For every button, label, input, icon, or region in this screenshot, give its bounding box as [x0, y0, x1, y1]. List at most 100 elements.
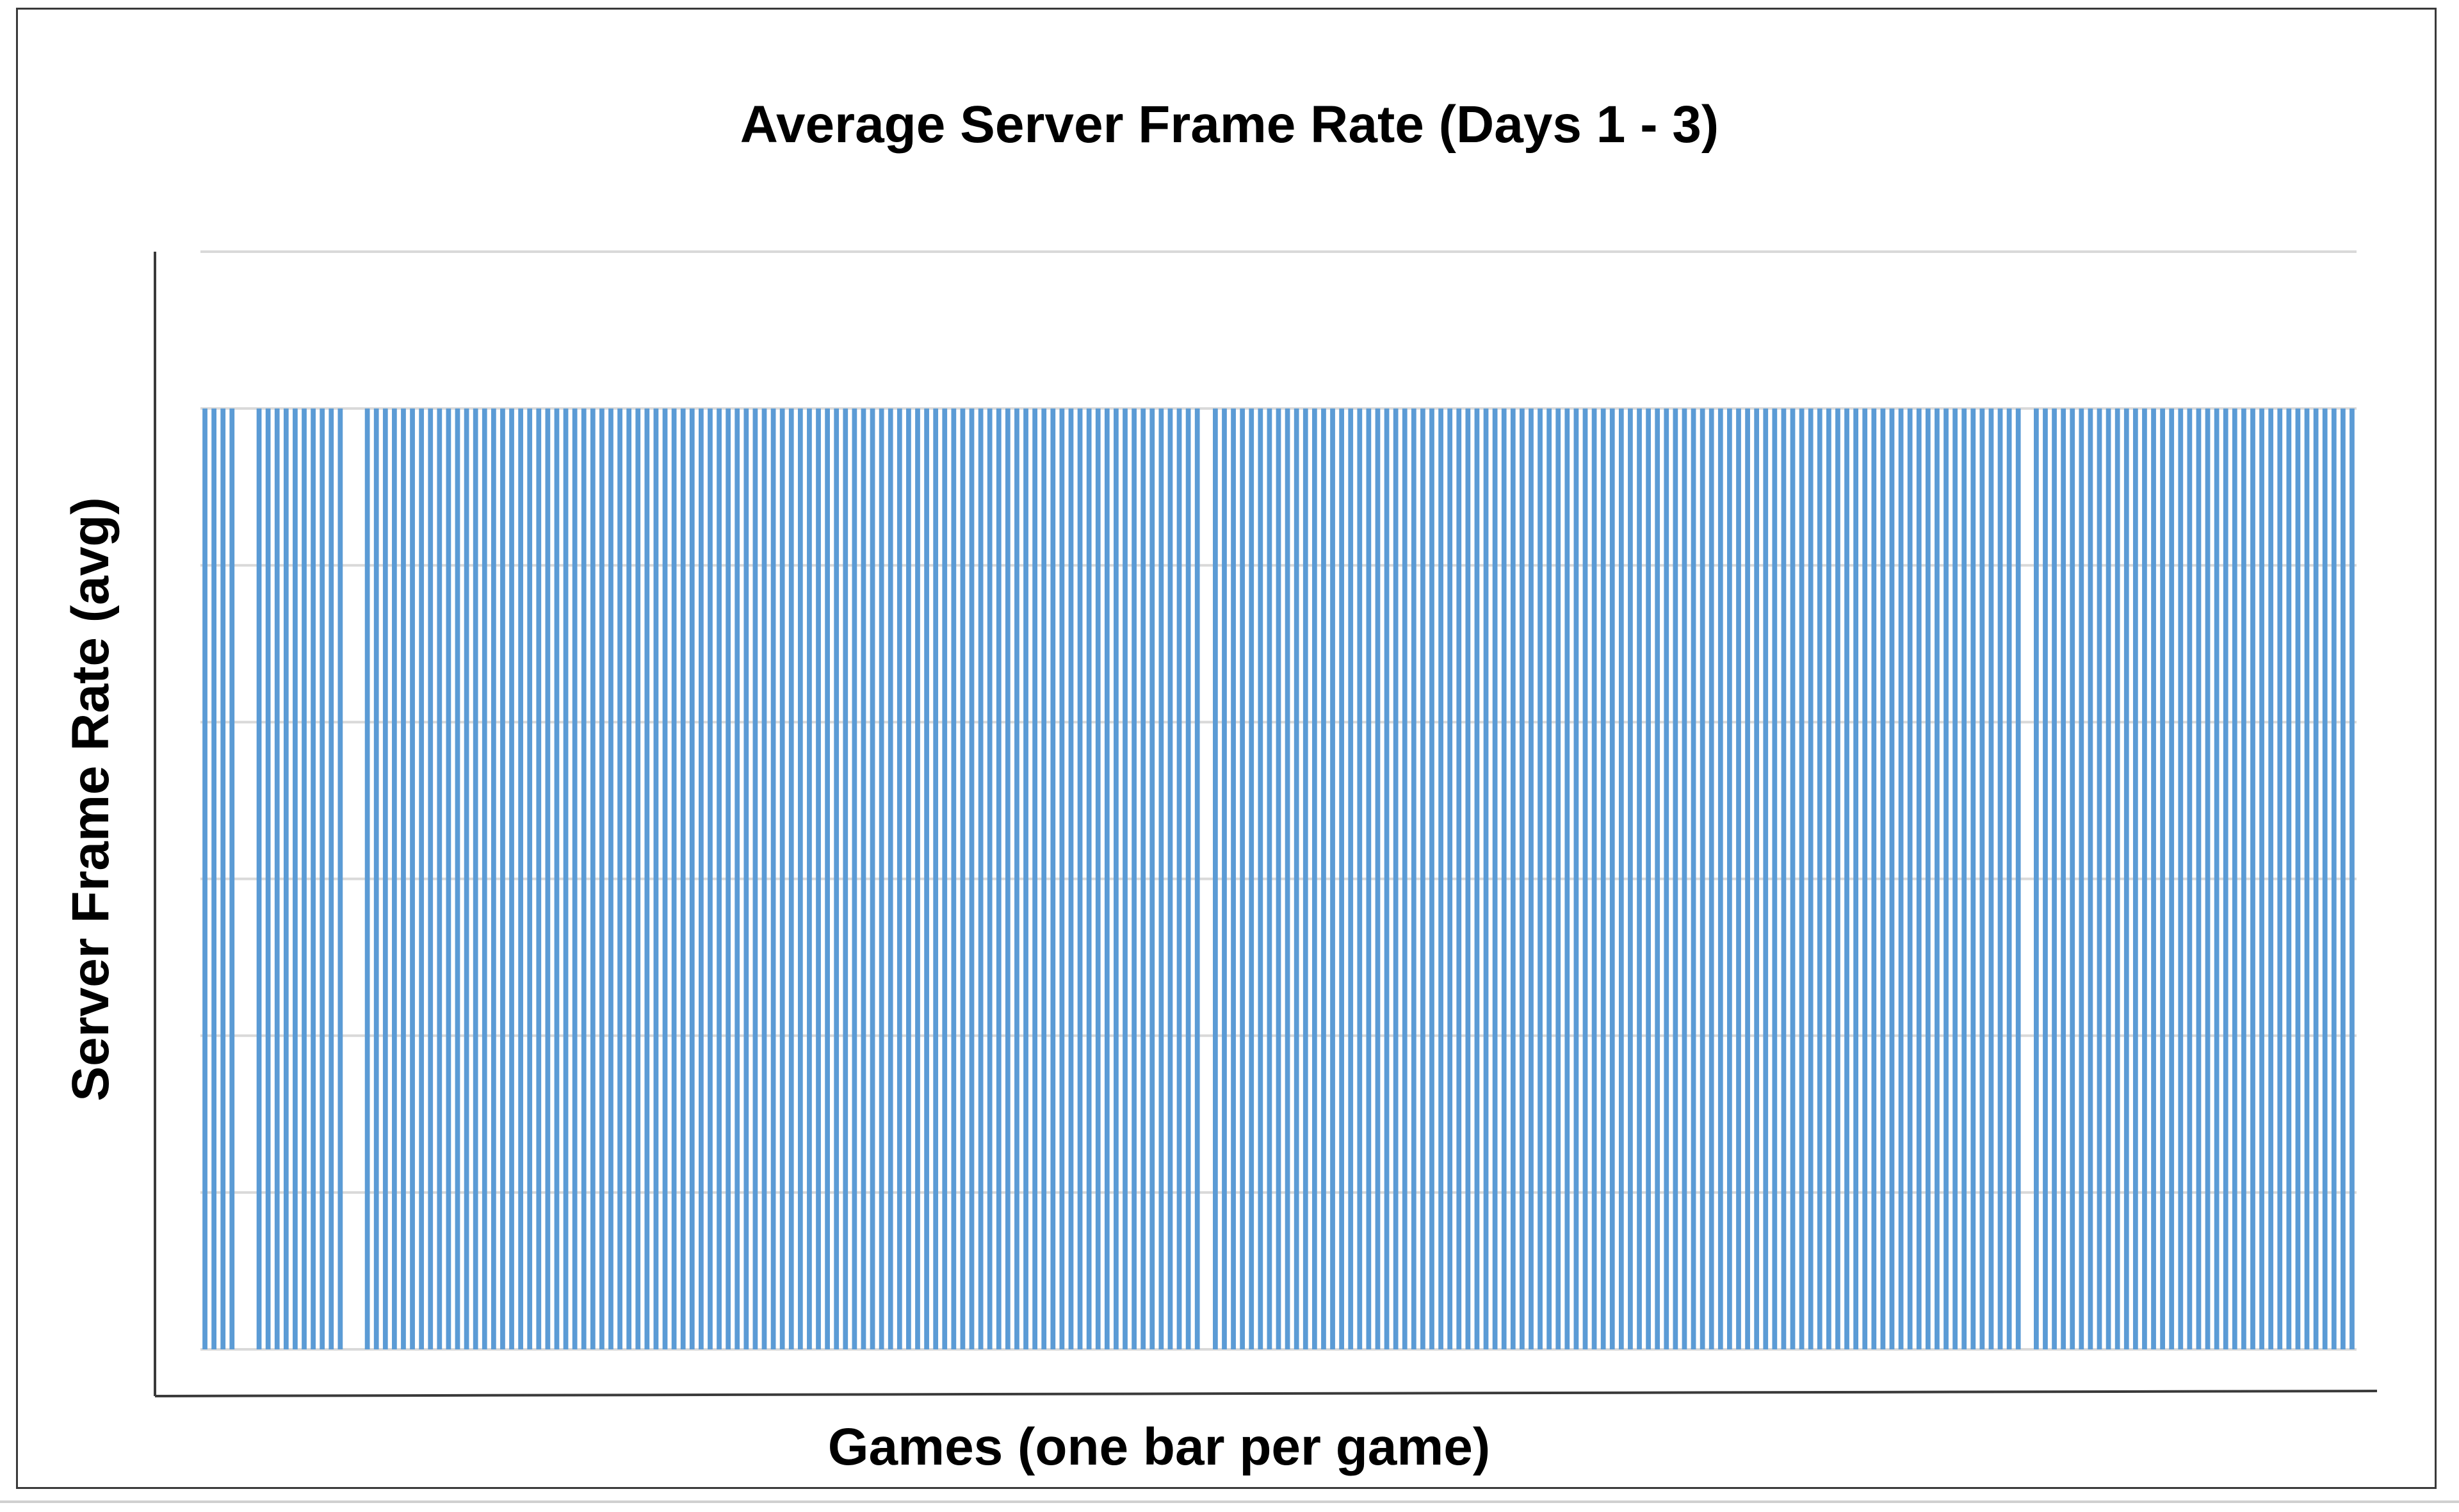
bar — [2286, 408, 2292, 1349]
bar — [1185, 408, 1191, 1349]
bar — [1763, 408, 1769, 1349]
bar — [699, 408, 704, 1349]
bar — [473, 408, 478, 1349]
bar — [1925, 408, 1931, 1349]
bar — [1844, 408, 1849, 1349]
bar — [1267, 408, 1272, 1349]
bar — [509, 408, 514, 1349]
bar — [987, 408, 993, 1349]
bar — [608, 408, 613, 1349]
bar — [401, 408, 406, 1349]
bar — [1023, 408, 1028, 1349]
bar — [1492, 408, 1498, 1349]
bar — [1898, 408, 1904, 1349]
bar — [2061, 408, 2066, 1349]
bar — [2052, 408, 2057, 1349]
bar — [680, 408, 686, 1349]
bar — [1546, 408, 1552, 1349]
bar — [1258, 408, 1263, 1349]
bar — [1600, 408, 1606, 1349]
bar — [1591, 408, 1597, 1349]
bar — [1249, 408, 1254, 1349]
bar — [717, 408, 722, 1349]
bar — [1393, 408, 1399, 1349]
bar — [2006, 408, 2012, 1349]
bar — [915, 408, 920, 1349]
bar — [1970, 408, 1976, 1349]
bar — [626, 408, 632, 1349]
bar — [779, 408, 785, 1349]
bar — [1781, 408, 1787, 1349]
bar — [581, 408, 587, 1349]
bar — [1222, 408, 1227, 1349]
bar — [1032, 408, 1037, 1349]
axes — [154, 252, 2378, 1397]
bar — [1330, 408, 1335, 1349]
bar — [1123, 408, 1128, 1349]
bar — [1961, 408, 1967, 1349]
bar — [788, 408, 794, 1349]
bar — [545, 408, 551, 1349]
bar — [897, 408, 902, 1349]
bar — [825, 408, 830, 1349]
bar — [1700, 408, 1705, 1349]
bar — [734, 408, 740, 1349]
bar — [996, 408, 1002, 1349]
bar — [382, 408, 388, 1349]
bar — [437, 408, 442, 1349]
bar — [337, 408, 343, 1349]
bar — [1114, 408, 1119, 1349]
bar — [689, 408, 695, 1349]
bar — [1311, 408, 1317, 1349]
bar — [2043, 408, 2048, 1349]
bar — [2331, 408, 2337, 1349]
bar — [2070, 408, 2075, 1349]
bar — [1717, 408, 1723, 1349]
bar — [2088, 408, 2093, 1349]
bar — [797, 408, 803, 1349]
bar — [2250, 408, 2255, 1349]
bar — [563, 408, 569, 1349]
bar — [933, 408, 939, 1349]
bar — [446, 408, 451, 1349]
page-bottom-rule — [0, 1500, 2459, 1503]
bar — [1997, 408, 2003, 1349]
bar — [1835, 408, 1840, 1349]
bar — [1402, 408, 1408, 1349]
bar — [1384, 408, 1390, 1349]
bar — [1501, 408, 1507, 1349]
bar — [1907, 408, 1913, 1349]
bar — [518, 408, 523, 1349]
bar — [1194, 408, 1200, 1349]
bar-series — [202, 408, 2355, 1349]
bar — [1429, 408, 1434, 1349]
bar — [1708, 408, 1714, 1349]
bar — [1456, 408, 1462, 1349]
bar — [2277, 408, 2283, 1349]
bar — [1041, 408, 1047, 1349]
bar — [2178, 408, 2184, 1349]
bar — [1727, 408, 1732, 1349]
bar — [2114, 408, 2120, 1349]
bar — [807, 408, 812, 1349]
bar — [1303, 408, 1308, 1349]
bar — [770, 408, 776, 1349]
bar — [256, 408, 262, 1349]
bar — [1871, 408, 1877, 1349]
bar — [373, 408, 379, 1349]
bar — [1691, 408, 1696, 1349]
bar — [2151, 408, 2156, 1349]
bar — [1736, 408, 1741, 1349]
bar — [2160, 408, 2165, 1349]
bar — [1826, 408, 1831, 1349]
bar — [969, 408, 975, 1349]
bar — [2097, 408, 2102, 1349]
bar — [599, 408, 605, 1349]
bar — [428, 408, 434, 1349]
bar — [1880, 408, 1886, 1349]
bar — [527, 408, 533, 1349]
bar — [1790, 408, 1796, 1349]
bar — [960, 408, 966, 1349]
bar — [1438, 408, 1443, 1349]
bar — [1988, 408, 1994, 1349]
